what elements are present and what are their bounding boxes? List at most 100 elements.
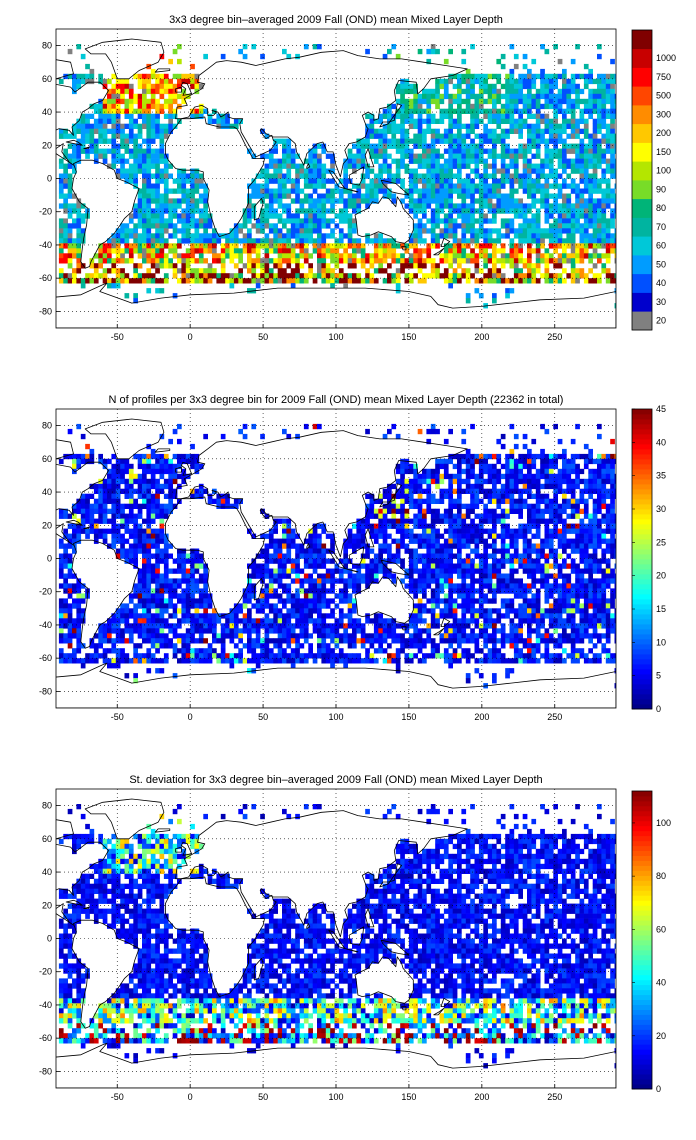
heatmap-cell [220,493,226,499]
heatmap-cell [181,228,187,234]
heatmap-cell [605,193,611,199]
heatmap-cell [334,623,340,629]
heatmap-cell [225,113,230,119]
heatmap-cell [142,578,147,584]
heatmap-cell [247,593,252,599]
heatmap-cell [150,503,156,509]
heatmap-cell [115,528,121,534]
heatmap-cell [330,663,335,669]
heatmap-cell [124,178,130,184]
heatmap-cell [553,143,558,149]
heatmap-cell [295,433,300,440]
heatmap-cell [168,163,173,169]
heatmap-cell [308,203,313,209]
heatmap-cell [513,208,519,214]
heatmap-cell [198,628,204,634]
heatmap-cell [527,243,532,249]
heatmap-cell [448,188,453,194]
heatmap-cell [443,278,449,284]
heatmap-cell [352,198,357,204]
heatmap-cell [513,88,519,95]
heatmap-cell [496,233,502,239]
heatmap-cell [457,98,462,105]
heatmap-cell [500,203,506,209]
heatmap-cell [198,563,204,569]
heatmap-cell [413,153,418,159]
heatmap-cell [247,638,252,644]
heatmap-cell [518,128,523,134]
heatmap-cell [570,203,576,209]
heatmap-cell [474,278,480,284]
heatmap-cell [417,108,423,114]
heatmap-cell [474,118,480,124]
heatmap-cell [203,628,208,634]
heatmap-cell [159,483,165,490]
heatmap-cell [575,193,580,199]
heatmap-cell [260,193,265,199]
heatmap-cell [102,268,108,274]
heatmap-cell [325,548,331,554]
heatmap-cell [465,148,471,154]
heatmap-cell [159,623,165,629]
heatmap-cell [159,213,165,219]
heatmap-cell [102,538,108,544]
heatmap-cell [251,568,257,574]
heatmap-cell [93,483,99,490]
heatmap-cell [133,123,138,129]
heatmap-cell [592,228,598,234]
heatmap-cell [566,133,572,139]
heatmap-cell [225,503,230,509]
heatmap-cell [194,598,200,604]
heatmap-cell [566,148,572,154]
heatmap-cell [597,208,602,214]
heatmap-cell [238,633,243,639]
heatmap-cell [220,243,226,249]
heatmap-cell [260,223,265,229]
heatmap-cell [439,118,445,124]
heatmap-cell [76,523,82,529]
heatmap-cell [264,253,270,259]
heatmap-cell [277,563,283,569]
heatmap-cell [124,503,130,509]
heatmap-cell [610,153,615,159]
heatmap-cell [247,618,252,624]
heatmap-cell [422,188,427,194]
heatmap-cell [142,273,147,279]
heatmap-cell [177,198,182,204]
heatmap-cell [360,278,366,284]
heatmap-cell [146,143,152,149]
heatmap-cell [190,183,195,189]
heatmap-cell [408,148,414,154]
heatmap-cell [347,153,353,159]
heatmap-cell [277,618,283,624]
heatmap-cell [548,213,554,219]
heatmap-cell [85,278,90,284]
heatmap-cell [159,148,165,154]
heatmap-cell [592,168,598,174]
heatmap-cell [492,133,497,139]
heatmap-cell [570,103,576,110]
heatmap-cell [120,473,125,480]
heatmap-cell [343,568,348,574]
heatmap-cell [417,208,423,214]
heatmap-cell [102,113,108,119]
heatmap-cell [382,143,388,149]
heatmap-cell [597,163,602,169]
heatmap-cell [597,243,602,249]
heatmap-cell [255,653,261,659]
heatmap-cell [89,653,95,659]
heatmap-cell [387,163,392,169]
heatmap-cell [478,78,484,85]
heatmap-cell [509,178,515,184]
heatmap-cell [111,88,117,95]
heatmap-cell [614,138,616,144]
heatmap-cell [509,183,515,189]
heatmap-cell [308,593,313,599]
heatmap-cell [190,558,195,564]
heatmap-cell [544,183,550,189]
heatmap-cell [76,213,82,219]
heatmap-cell [181,573,187,579]
heatmap-cell [496,203,502,209]
heatmap-cell [413,233,418,239]
heatmap-cell [255,663,261,669]
